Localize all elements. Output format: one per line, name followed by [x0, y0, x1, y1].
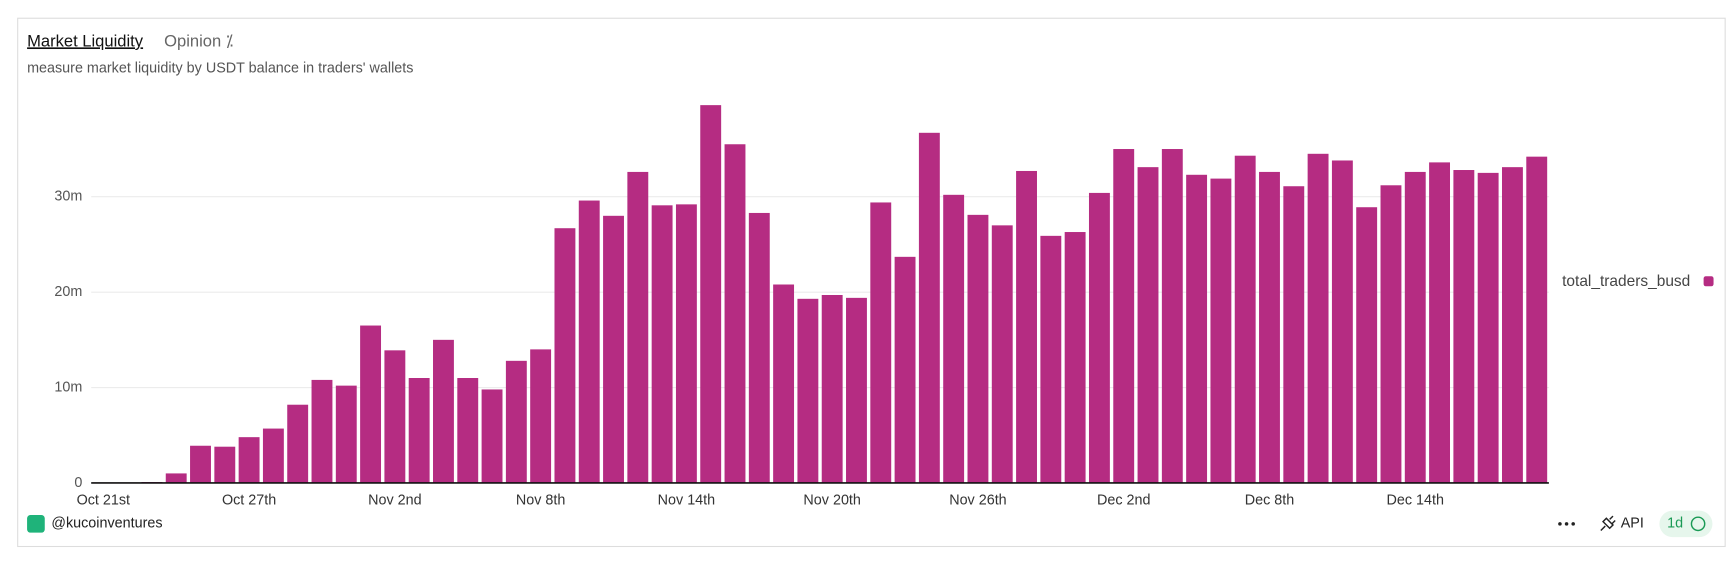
- bar: [846, 297, 867, 483]
- bar: [1064, 232, 1086, 483]
- bar: [1137, 167, 1159, 483]
- bar: [505, 360, 527, 483]
- bar: [530, 349, 552, 483]
- bar: [457, 378, 479, 483]
- bar: [1234, 155, 1256, 483]
- bar: [1356, 207, 1378, 483]
- bar: [943, 194, 965, 483]
- x-tick-label: Nov 14th: [658, 492, 715, 508]
- legend-label[interactable]: total_traders_busd: [1562, 273, 1690, 290]
- bar: [190, 445, 211, 483]
- bar: [165, 473, 187, 483]
- bar: [1186, 174, 1208, 483]
- bar: [651, 205, 673, 483]
- bar: [967, 214, 989, 483]
- bar: [1526, 156, 1548, 483]
- bar: [821, 294, 843, 483]
- y-tick-label: 10m: [54, 379, 82, 395]
- bar: [918, 132, 940, 483]
- x-tick-label: Oct 27th: [222, 492, 276, 508]
- bar: [1016, 170, 1037, 483]
- refresh-icon: [1690, 516, 1706, 532]
- y-tick-label: 20m: [54, 284, 82, 300]
- bar: [797, 298, 819, 483]
- y-tick-label: 0: [74, 475, 82, 491]
- bar: [1477, 172, 1499, 483]
- bar: [1429, 162, 1451, 483]
- bar: [773, 284, 795, 483]
- x-tick-label: Nov 8th: [516, 492, 566, 508]
- subtitle: measure market liquidity by USDT balance…: [27, 60, 413, 76]
- api-icon: [1600, 515, 1616, 531]
- badge: Opinion ⁒: [164, 31, 233, 50]
- bar: [748, 212, 770, 483]
- bar: [214, 446, 236, 483]
- y-tick-label: 30m: [54, 189, 82, 205]
- bar: [724, 144, 746, 483]
- x-tick-label: Dec 2nd: [1097, 492, 1150, 508]
- bar: [1040, 235, 1062, 483]
- bar: [675, 204, 697, 483]
- api-button[interactable]: API: [1621, 516, 1644, 532]
- chart-title[interactable]: Market Liquidity: [27, 31, 144, 50]
- x-tick-label: Nov 2nd: [368, 492, 421, 508]
- bar: [870, 202, 892, 483]
- bar: [335, 385, 357, 483]
- bar: [554, 228, 576, 483]
- x-tick-label: Nov 20th: [803, 492, 860, 508]
- bar: [700, 105, 722, 483]
- bar: [578, 200, 600, 483]
- bar: [1404, 171, 1426, 483]
- x-tick-label: Nov 26th: [949, 492, 1006, 508]
- bar: [481, 389, 503, 483]
- bar: [1210, 178, 1232, 483]
- bar: [1283, 186, 1305, 483]
- bar: [1501, 167, 1523, 483]
- author[interactable]: @kucoinventures: [51, 516, 162, 532]
- bar: [1088, 192, 1110, 483]
- bar: [408, 378, 430, 483]
- bar: [1307, 153, 1329, 483]
- bar: [603, 215, 624, 483]
- bar: [627, 171, 649, 483]
- bar: [894, 256, 916, 483]
- legend-swatch: [1703, 276, 1714, 287]
- author-icon: [27, 515, 45, 533]
- bar: [287, 404, 309, 483]
- bar: [311, 379, 333, 483]
- bar: [1380, 185, 1402, 483]
- bar: [384, 350, 406, 483]
- bar: [1331, 160, 1353, 483]
- bar: [360, 325, 382, 483]
- bar: [1161, 149, 1183, 483]
- bar: [1453, 170, 1475, 483]
- x-tick-label: Dec 14th: [1387, 492, 1444, 508]
- x-tick-label: Dec 8th: [1245, 492, 1295, 508]
- bar: [238, 437, 260, 483]
- bar: [262, 428, 284, 483]
- bar: [1113, 149, 1135, 483]
- refresh-label: 1d: [1667, 516, 1683, 532]
- x-tick-label: Oct 21st: [77, 492, 130, 508]
- bar: [1259, 171, 1280, 483]
- more-menu[interactable]: [1558, 522, 1575, 526]
- bar: [433, 339, 454, 483]
- bar: [991, 225, 1013, 483]
